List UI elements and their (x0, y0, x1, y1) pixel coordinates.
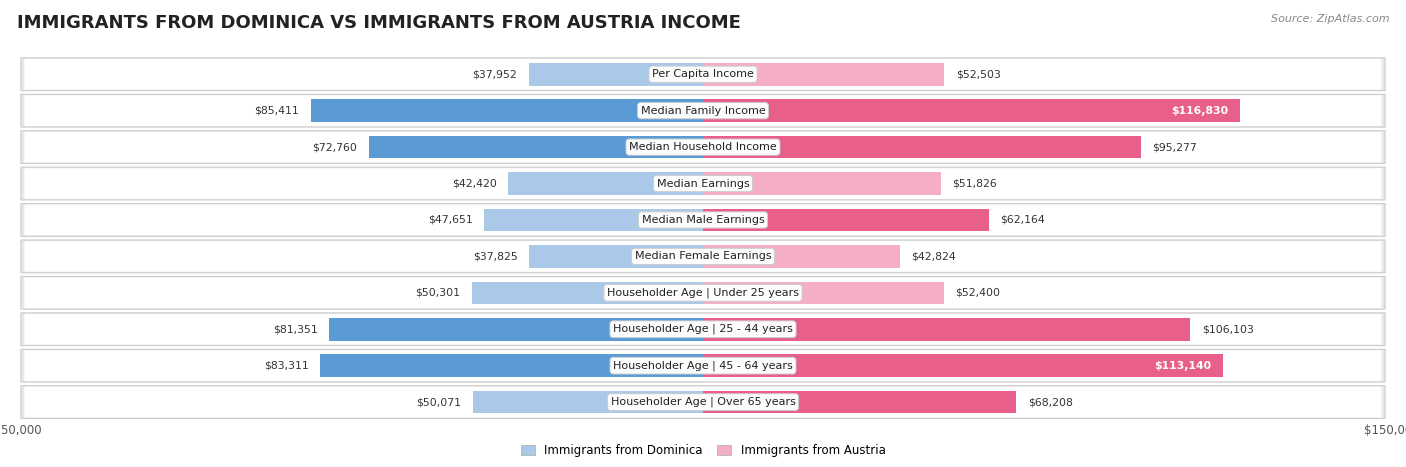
Text: Householder Age | 45 - 64 years: Householder Age | 45 - 64 years (613, 361, 793, 371)
Text: $52,400: $52,400 (955, 288, 1000, 298)
Bar (703, 172, 941, 195)
Text: $47,651: $47,651 (427, 215, 472, 225)
Bar (703, 282, 943, 304)
Text: $116,830: $116,830 (1171, 106, 1227, 116)
FancyBboxPatch shape (24, 314, 1382, 345)
Bar (703, 63, 945, 85)
Text: $85,411: $85,411 (254, 106, 299, 116)
FancyBboxPatch shape (21, 131, 1385, 163)
FancyBboxPatch shape (21, 167, 1385, 200)
Text: $50,071: $50,071 (416, 397, 461, 407)
Text: Median Female Earnings: Median Female Earnings (634, 251, 772, 262)
FancyBboxPatch shape (21, 240, 1385, 273)
Bar (529, 63, 703, 85)
FancyBboxPatch shape (24, 277, 1382, 308)
Text: $37,825: $37,825 (472, 251, 517, 262)
Text: $42,824: $42,824 (911, 251, 956, 262)
Text: Householder Age | 25 - 44 years: Householder Age | 25 - 44 years (613, 324, 793, 334)
Bar (472, 282, 703, 304)
Text: $37,952: $37,952 (472, 69, 517, 79)
FancyBboxPatch shape (21, 94, 1385, 127)
FancyBboxPatch shape (21, 349, 1385, 382)
Text: $95,277: $95,277 (1152, 142, 1197, 152)
Text: Median Family Income: Median Family Income (641, 106, 765, 116)
Bar (311, 99, 703, 122)
Bar (368, 136, 703, 158)
FancyBboxPatch shape (21, 276, 1385, 309)
Text: $50,301: $50,301 (416, 288, 461, 298)
Text: $62,164: $62,164 (1000, 215, 1045, 225)
Bar (703, 99, 1240, 122)
Bar (321, 354, 703, 377)
FancyBboxPatch shape (21, 58, 1385, 91)
Text: $52,503: $52,503 (956, 69, 1001, 79)
Bar (484, 209, 703, 231)
FancyBboxPatch shape (24, 387, 1382, 417)
Bar (508, 172, 703, 195)
Bar (703, 391, 1017, 413)
Text: Source: ZipAtlas.com: Source: ZipAtlas.com (1271, 14, 1389, 24)
FancyBboxPatch shape (24, 168, 1382, 199)
Bar (703, 136, 1140, 158)
Text: $81,351: $81,351 (273, 324, 318, 334)
FancyBboxPatch shape (24, 95, 1382, 126)
Text: $68,208: $68,208 (1028, 397, 1073, 407)
Text: $51,826: $51,826 (952, 178, 997, 189)
FancyBboxPatch shape (24, 350, 1382, 381)
Text: $42,420: $42,420 (451, 178, 496, 189)
Text: $72,760: $72,760 (312, 142, 357, 152)
Text: Median Household Income: Median Household Income (628, 142, 778, 152)
Bar (703, 354, 1223, 377)
Text: $106,103: $106,103 (1202, 324, 1254, 334)
FancyBboxPatch shape (21, 204, 1385, 236)
Text: IMMIGRANTS FROM DOMINICA VS IMMIGRANTS FROM AUSTRIA INCOME: IMMIGRANTS FROM DOMINICA VS IMMIGRANTS F… (17, 14, 741, 32)
Bar (472, 391, 703, 413)
Bar (703, 245, 900, 268)
Text: Median Male Earnings: Median Male Earnings (641, 215, 765, 225)
Text: Householder Age | Over 65 years: Householder Age | Over 65 years (610, 397, 796, 407)
Text: Per Capita Income: Per Capita Income (652, 69, 754, 79)
FancyBboxPatch shape (24, 132, 1382, 163)
Bar (703, 209, 988, 231)
Text: Householder Age | Under 25 years: Householder Age | Under 25 years (607, 288, 799, 298)
FancyBboxPatch shape (24, 241, 1382, 272)
Text: $113,140: $113,140 (1154, 361, 1211, 371)
Legend: Immigrants from Dominica, Immigrants from Austria: Immigrants from Dominica, Immigrants fro… (516, 439, 890, 462)
FancyBboxPatch shape (21, 313, 1385, 346)
Text: $83,311: $83,311 (264, 361, 309, 371)
FancyBboxPatch shape (21, 386, 1385, 418)
Bar (529, 245, 703, 268)
Bar (329, 318, 703, 340)
FancyBboxPatch shape (24, 205, 1382, 235)
Text: Median Earnings: Median Earnings (657, 178, 749, 189)
Bar (703, 318, 1191, 340)
FancyBboxPatch shape (24, 59, 1382, 90)
